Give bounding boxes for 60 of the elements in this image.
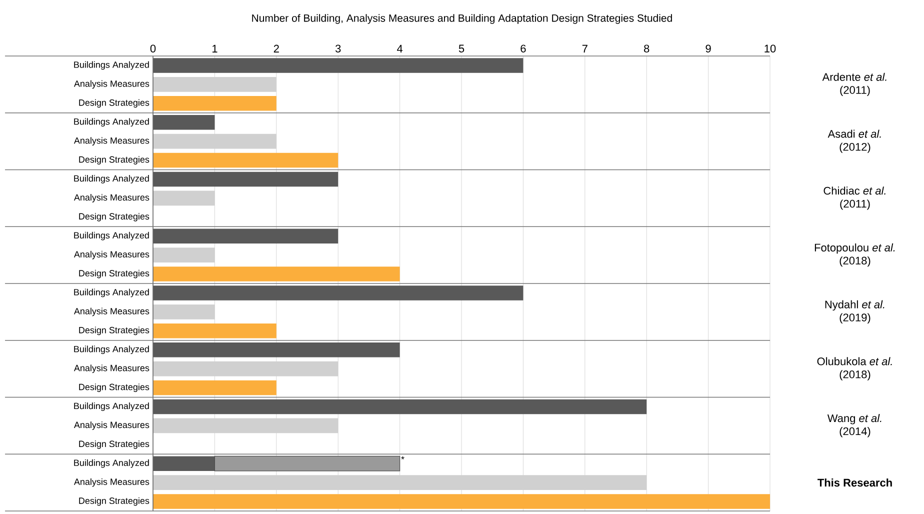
bar	[153, 152, 338, 168]
bar	[153, 228, 338, 244]
bar	[153, 286, 524, 300]
text: Asadi et al. (2012)	[828, 130, 881, 153]
y-tick-label: Buildings Analyzed	[74, 346, 149, 354]
y-tick-label: Analysis Measures	[74, 137, 150, 146]
x-tick-label: 4	[396, 44, 403, 52]
y-tick-label: Design Strategies	[79, 384, 150, 392]
text: Fotopoulou et al. (2018)	[814, 243, 895, 267]
text: Olubukola et al. (2018)	[817, 357, 892, 380]
y-tick-label: Design Strategies	[79, 497, 150, 506]
bar	[153, 380, 276, 396]
bar	[153, 323, 276, 338]
text: Ardente et al. (2011)	[822, 72, 886, 96]
x-tick-label: 0	[150, 44, 156, 52]
x-tick-label: 5	[458, 44, 464, 52]
y-tick-label: Analysis Measures	[74, 478, 150, 487]
bar	[153, 114, 215, 130]
y-tick-label: Analysis Measures	[74, 80, 150, 89]
text: Chidiac et al. (2011)	[824, 186, 886, 210]
y-tick-label: Analysis Measures	[74, 364, 150, 373]
y-tick-label: Analysis Measures	[74, 308, 150, 316]
y-tick-label: Buildings Analyzed	[74, 118, 149, 127]
y-tick-label: Design Strategies	[79, 99, 150, 108]
bar	[153, 58, 524, 73]
x-tick-label: 1	[212, 44, 218, 52]
y-tick-label: Buildings Analyzed	[74, 232, 149, 240]
y-tick-label: Buildings Analyzed	[74, 61, 149, 70]
bar	[214, 456, 400, 472]
y-tick-label: Buildings Analyzed	[74, 175, 149, 184]
data-label: *	[401, 456, 404, 460]
y-tick-label: Design Strategies	[79, 326, 150, 336]
text: Nydahl et al. (2019)	[825, 300, 884, 324]
bar	[153, 96, 276, 111]
y-tick-label: Design Strategies	[79, 270, 150, 278]
bar	[153, 266, 400, 282]
x-tick-label: 3	[335, 44, 341, 52]
bar	[153, 399, 647, 414]
y-tick-label: Design Strategies	[79, 156, 150, 164]
bar	[153, 342, 400, 358]
x-tick-label: 10	[764, 44, 776, 52]
text: Wang et al. (2014)	[827, 414, 882, 438]
x-tick-label: 6	[520, 44, 526, 52]
x-tick-label: 8	[644, 44, 650, 52]
x-tick-label: 9	[706, 44, 711, 52]
y-tick-label: Analysis Measures	[74, 194, 150, 202]
bar	[153, 172, 338, 187]
y-tick-label: Analysis Measures	[74, 250, 150, 260]
x-tick-label: 2	[274, 44, 279, 52]
y-tick-label: Buildings Analyzed	[74, 459, 149, 468]
y-tick-label: Design Strategies	[79, 212, 150, 222]
y-tick-label: Buildings Analyzed	[74, 288, 149, 298]
bar	[153, 456, 215, 471]
y-tick-label: Design Strategies	[79, 440, 150, 449]
y-tick-label: Analysis Measures	[74, 421, 150, 430]
x-tick-label: 7	[582, 44, 588, 52]
chart-title: Number of Building, Analysis Measures and Building Adaptation Design Strategies Studied	[252, 14, 672, 24]
y-tick-label: Buildings Analyzed	[74, 402, 149, 411]
text: This Research	[818, 478, 892, 487]
bar	[153, 494, 770, 509]
